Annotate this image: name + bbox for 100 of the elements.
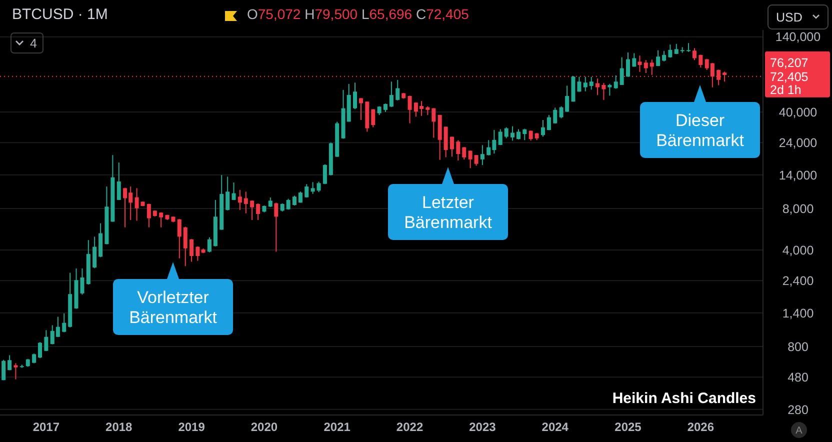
text: A <box>796 426 803 436</box>
candlestick <box>14 362 18 380</box>
chart-subtitle: O75,072 H79,500 L65,696 C72,405 <box>247 6 470 22</box>
candlestick <box>207 236 212 253</box>
candlestick <box>450 136 454 158</box>
candlestick <box>353 82 358 110</box>
candlestick <box>462 146 466 160</box>
candlestick <box>589 76 594 90</box>
y-tick-label: 14,000 <box>778 168 818 182</box>
candlestick <box>583 76 588 92</box>
candlestick <box>292 195 296 206</box>
annotation: Vorletzter Bärenmarkt <box>129 288 218 327</box>
candlestick <box>722 71 727 82</box>
candlestick <box>553 107 558 124</box>
candlestick <box>146 203 151 228</box>
candlestick <box>608 83 612 96</box>
y-tick-label: 1,400 <box>782 306 814 320</box>
candlestick <box>232 182 236 201</box>
x-tick-label: 2025 <box>614 420 642 434</box>
candlestick <box>134 188 139 222</box>
candlestick <box>656 50 660 67</box>
candlestick <box>238 189 242 210</box>
candlestick <box>2 359 6 381</box>
candlestick <box>432 108 436 138</box>
y-tick-label: 140,000 <box>775 30 821 44</box>
candlestick <box>444 126 448 158</box>
candlestick <box>274 202 278 252</box>
candlestick <box>268 197 272 208</box>
candlestick <box>498 128 502 146</box>
candlestick <box>620 56 624 86</box>
candlestick <box>116 162 121 201</box>
candlestick <box>596 78 600 96</box>
candlestick <box>8 354 12 371</box>
candlestick <box>510 126 515 142</box>
candlestick <box>322 164 327 185</box>
candlestick <box>686 42 691 52</box>
candlestick <box>468 150 472 169</box>
candlestick <box>644 60 648 74</box>
candlestick <box>159 212 164 228</box>
y-tick-label: 800 <box>788 340 808 354</box>
candlestick <box>540 119 545 138</box>
candlestick <box>358 97 363 120</box>
candlestick <box>62 312 66 333</box>
candlestick <box>602 82 606 100</box>
candlestick <box>44 330 48 352</box>
candlestick <box>577 76 582 92</box>
text: USD <box>776 10 802 24</box>
candlestick <box>226 176 230 211</box>
annotation: Heikin Ashi Candles <box>612 390 756 407</box>
chart-title: BTCUSD · 1M <box>12 6 108 23</box>
x-tick-label: 2019 <box>178 420 206 434</box>
candlestick <box>528 130 533 142</box>
x-tick-label: 2024 <box>542 420 569 434</box>
candlestick <box>371 108 376 128</box>
y-tick-label: 4,000 <box>782 243 814 258</box>
candlestick <box>698 54 703 68</box>
candlestick <box>98 222 103 258</box>
candlestick <box>626 52 630 78</box>
candlestick <box>638 55 642 72</box>
text: 76,207 <box>770 56 808 70</box>
candlestick <box>516 128 520 140</box>
y-tick-label: 8,000 <box>782 202 814 216</box>
candlestick <box>408 95 412 124</box>
x-tick-label: 2026 <box>687 420 714 434</box>
candlestick <box>304 184 309 198</box>
y-tick-label: 24,000 <box>778 136 818 150</box>
candlestick <box>183 226 188 267</box>
candlestick <box>310 182 315 194</box>
candlestick <box>250 200 254 220</box>
y-tick-label: 40,000 <box>778 105 818 120</box>
candlestick <box>244 191 248 214</box>
candlestick <box>92 236 97 269</box>
candlestick <box>190 238 194 262</box>
annotation: 4 <box>30 36 37 50</box>
ref-line-label: 72,405 <box>770 70 808 84</box>
candlestick <box>38 342 42 358</box>
candlestick <box>632 52 636 68</box>
x-tick-label: 2018 <box>106 420 133 434</box>
candlestick <box>504 126 508 139</box>
x-tick-label: 2022 <box>396 420 424 434</box>
candlestick <box>662 50 666 62</box>
y-tick-label: 480 <box>788 370 808 384</box>
x-tick-label: 2021 <box>324 420 351 434</box>
y-tick-label: 280 <box>788 402 808 417</box>
candlestick <box>668 44 672 58</box>
candlestick <box>256 202 260 220</box>
text: 2d 1h <box>770 82 802 97</box>
candlestick <box>316 181 321 193</box>
x-tick-label: 2020 <box>250 420 278 434</box>
y-tick-label: 2,400 <box>782 274 814 288</box>
candlestick <box>480 144 484 166</box>
candlestick <box>456 140 460 161</box>
x-tick-label: 2023 <box>469 420 496 434</box>
candlestick <box>177 218 182 259</box>
candlestick <box>474 154 478 166</box>
annotation: Dieser Bärenmarkt <box>656 111 744 150</box>
candlestick <box>546 114 551 131</box>
candlestick <box>522 128 527 141</box>
candlestick <box>396 79 400 101</box>
x-tick-label: 2017 <box>32 420 60 434</box>
